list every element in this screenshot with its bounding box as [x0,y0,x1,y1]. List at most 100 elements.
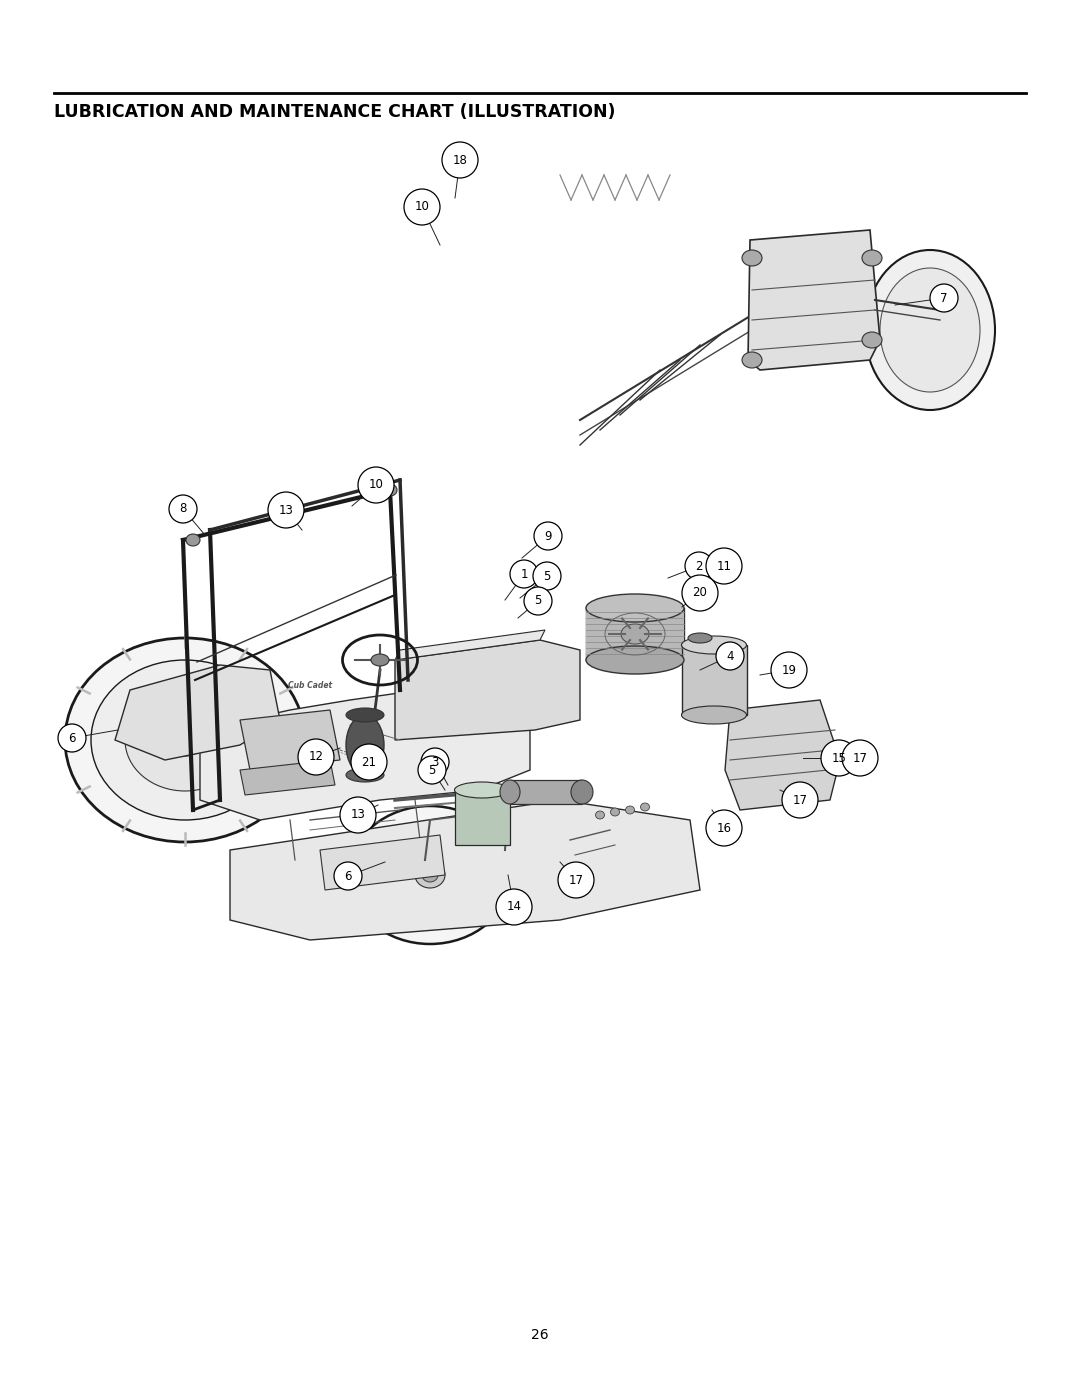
Text: 10: 10 [415,201,430,214]
Ellipse shape [862,250,882,265]
Circle shape [681,576,718,610]
Text: 3: 3 [431,756,438,768]
Polygon shape [230,800,700,940]
Text: 13: 13 [279,503,294,517]
Polygon shape [725,700,840,810]
Circle shape [58,724,86,752]
Ellipse shape [640,803,649,812]
Text: 17: 17 [852,752,867,764]
Ellipse shape [65,638,305,842]
Text: 20: 20 [692,587,707,599]
Polygon shape [320,835,445,890]
Text: 5: 5 [543,570,551,583]
Circle shape [340,798,376,833]
Ellipse shape [586,594,684,622]
Text: 12: 12 [309,750,324,764]
Circle shape [685,552,713,580]
Circle shape [534,522,562,550]
Circle shape [510,560,538,588]
Polygon shape [200,685,530,820]
Circle shape [496,888,532,925]
Polygon shape [395,640,580,740]
Ellipse shape [346,768,384,782]
Text: 21: 21 [362,756,377,768]
Polygon shape [240,710,340,770]
Text: 19: 19 [782,664,797,676]
Ellipse shape [742,250,762,265]
Text: 10: 10 [368,479,383,492]
Circle shape [821,740,858,775]
Bar [586,608,684,659]
Text: 7: 7 [941,292,948,305]
Circle shape [842,740,878,775]
Bar [681,645,747,715]
Circle shape [268,492,303,528]
Text: 4: 4 [726,650,733,662]
Ellipse shape [166,724,204,756]
Polygon shape [748,231,880,370]
Ellipse shape [91,659,279,820]
Polygon shape [395,630,545,659]
Text: 17: 17 [568,873,583,887]
Ellipse shape [346,708,384,722]
Polygon shape [114,665,280,760]
Ellipse shape [368,821,492,928]
Text: 1: 1 [521,567,528,581]
Circle shape [706,810,742,847]
Circle shape [334,862,362,890]
Ellipse shape [862,332,882,348]
Text: 6: 6 [345,869,352,883]
Ellipse shape [681,705,746,724]
Bar [455,789,510,845]
Polygon shape [240,760,335,795]
Bar [510,780,582,805]
Text: Cub Cadet: Cub Cadet [288,680,332,690]
Ellipse shape [880,268,980,393]
Ellipse shape [372,654,389,666]
Text: 2: 2 [696,560,703,573]
Circle shape [404,189,440,225]
Ellipse shape [571,780,593,805]
Circle shape [771,652,807,687]
Text: 18: 18 [453,154,468,166]
Ellipse shape [125,689,245,791]
Circle shape [442,142,478,177]
Ellipse shape [394,845,465,905]
Ellipse shape [455,782,510,798]
Text: LUBRICATION AND MAINTENANCE CHART (ILLUSTRATION): LUBRICATION AND MAINTENANCE CHART (ILLUS… [54,103,616,122]
Ellipse shape [610,807,620,816]
Ellipse shape [175,732,195,749]
Circle shape [706,548,742,584]
Circle shape [351,745,387,780]
Ellipse shape [625,806,635,814]
Ellipse shape [681,636,746,654]
Circle shape [558,862,594,898]
Circle shape [716,643,744,671]
Text: 17: 17 [793,793,808,806]
Circle shape [418,756,446,784]
Ellipse shape [415,862,445,888]
Ellipse shape [742,352,762,367]
Circle shape [534,562,561,590]
Text: 6: 6 [68,732,76,745]
Text: 8: 8 [179,503,187,515]
Text: 26: 26 [531,1329,549,1343]
Circle shape [782,782,818,819]
Text: 14: 14 [507,901,522,914]
Text: 13: 13 [351,809,365,821]
Text: 5: 5 [429,764,435,777]
Ellipse shape [349,806,511,944]
Text: 11: 11 [716,560,731,573]
Circle shape [421,747,449,775]
Text: 9: 9 [544,529,552,542]
Ellipse shape [383,483,397,496]
Ellipse shape [621,624,649,644]
Circle shape [298,739,334,775]
Circle shape [357,467,394,503]
Circle shape [930,284,958,312]
Text: 15: 15 [832,752,847,764]
Ellipse shape [346,715,384,775]
Text: 5: 5 [535,595,542,608]
Ellipse shape [500,780,519,805]
Ellipse shape [865,250,995,409]
